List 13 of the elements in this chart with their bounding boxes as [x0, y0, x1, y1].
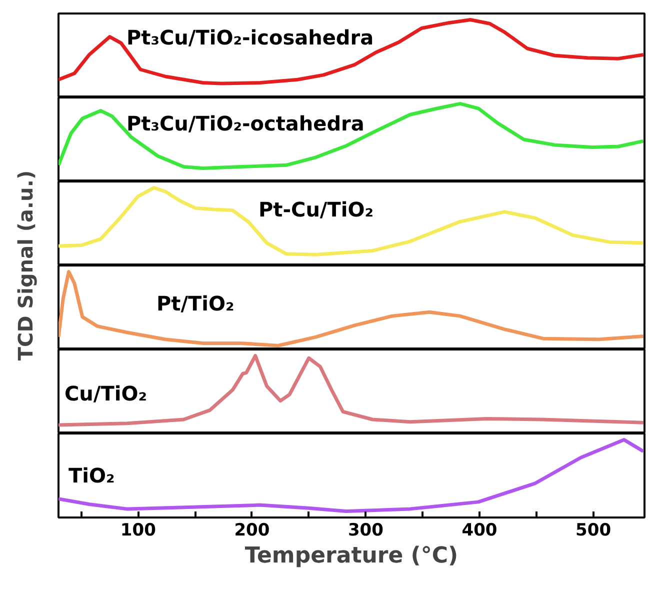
y-axis-title: TCD Signal (a.u.) [14, 170, 38, 361]
series-label: Pt₃Cu/TiO₂-octahedra [126, 112, 364, 136]
x-tick-label: 400 [462, 520, 498, 540]
x-tick-label: 200 [234, 520, 270, 540]
x-axis-title: Temperature (°C) [244, 544, 458, 568]
series-label: Pt/TiO₂ [156, 292, 234, 316]
series-label: Cu/TiO₂ [64, 382, 147, 406]
series-label: Pt₃Cu/TiO₂-icosahedra [126, 26, 374, 50]
series-label: Pt-Cu/TiO₂ [258, 198, 374, 222]
series-label: TiO₂ [68, 464, 115, 488]
x-tick-label: 100 [120, 520, 156, 540]
x-tick-label: 300 [348, 520, 384, 540]
x-tick-label: 500 [576, 520, 612, 540]
